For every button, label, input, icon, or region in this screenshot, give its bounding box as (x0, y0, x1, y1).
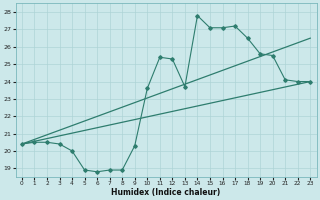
X-axis label: Humidex (Indice chaleur): Humidex (Indice chaleur) (111, 188, 221, 197)
